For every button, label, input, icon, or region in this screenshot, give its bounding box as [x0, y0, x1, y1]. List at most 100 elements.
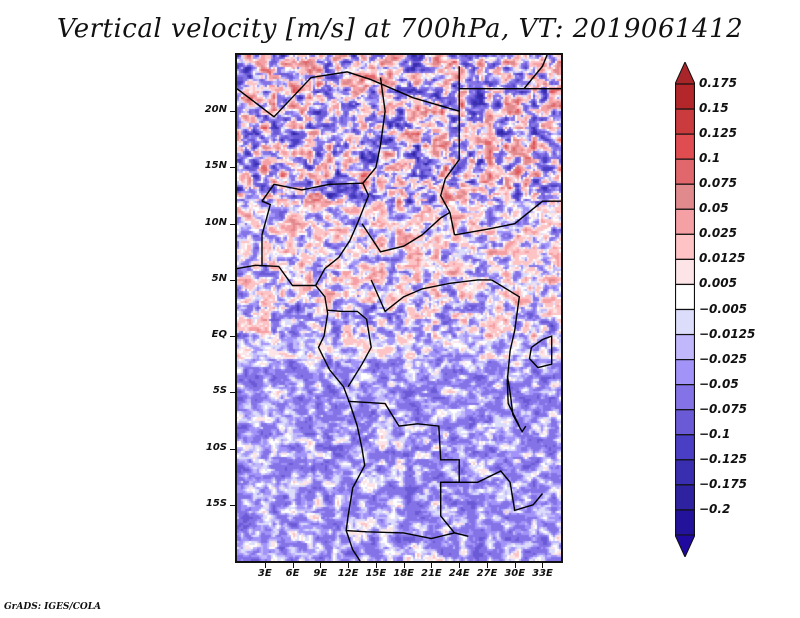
y-tick-mark: [230, 279, 235, 281]
border-niger-chad-border: [362, 77, 386, 196]
x-tick-mark: [431, 563, 433, 568]
colorbar-swatch: [674, 183, 696, 210]
colorbar-swatch: [674, 308, 696, 336]
x-tick-label: 18E: [393, 568, 414, 579]
x-tick-label: 30E: [504, 568, 526, 579]
y-tick-label: EQ: [211, 329, 227, 341]
colorbar-swatch: [674, 258, 696, 286]
colorbar-swatch: [674, 133, 696, 160]
y-tick-mark: [230, 336, 235, 338]
border-south-sudan-border: [454, 200, 561, 236]
colorbar-label: 0.175: [699, 76, 737, 90]
x-tick-label: 15E: [365, 568, 387, 579]
colorbar-label: −0.125: [699, 451, 748, 466]
country-borders: [237, 55, 561, 561]
x-tick-mark: [486, 563, 488, 568]
vertical-velocity-field: [237, 55, 561, 561]
colorbar-legend: 0.175 0.15 0.125 0.1 0.075 0.05 0.025 0.0125 0.0…: [674, 60, 765, 559]
y-tick-mark: [230, 504, 235, 506]
footer-credit: GrADS: IGES/COLA: [4, 602, 102, 612]
y-tick-label: 20N: [204, 104, 227, 116]
y-tick-label: 10S: [205, 441, 227, 453]
colorbar-swatch: [674, 283, 696, 311]
y-tick-label: 5N: [211, 272, 227, 284]
x-tick-label: 12E: [337, 568, 359, 579]
colorbar-swatch: [674, 509, 696, 536]
colorbar-label: 0.125: [699, 126, 737, 141]
border-nigeria-north-border: [261, 182, 363, 202]
x-tick-mark: [542, 563, 544, 568]
y-tick-mark: [230, 111, 235, 113]
x-tick-mark: [459, 563, 461, 568]
map-plot-area: [235, 53, 563, 563]
colorbar-bottom-arrow: [674, 534, 696, 559]
x-tick-mark: [264, 563, 266, 568]
colorbar-label: −0.175: [699, 476, 748, 491]
x-tick-label: 9E: [313, 568, 328, 579]
border-lake-tanganyika: [506, 375, 527, 434]
colorbar-swatch: [674, 158, 696, 185]
colorbar-top-arrow: [674, 60, 696, 85]
border-car-congo-border: [370, 279, 492, 313]
colorbar-swatch: [674, 434, 696, 461]
y-tick-mark: [230, 223, 235, 225]
colorbar-label: 0.005: [699, 276, 737, 291]
colorbar-swatch: [674, 333, 696, 361]
x-tick-label: 21E: [421, 568, 442, 579]
y-tick-label: 15N: [204, 160, 227, 172]
colorbar-label: −0.025: [699, 351, 748, 366]
colorbar-label: 0.05: [699, 201, 729, 216]
colorbar-swatch: [674, 484, 696, 511]
border-nigeria-cameroon-border: [315, 195, 370, 286]
colorbar-swatch: [674, 384, 696, 411]
chart-title: Vertical velocity [m/s] at 700hPa, VT: 2…: [56, 14, 744, 44]
border-west-africa-coast: [237, 264, 366, 561]
colorbar-label: −0.075: [699, 401, 748, 416]
y-tick-mark: [230, 167, 235, 169]
x-tick-label: 33E: [532, 568, 553, 579]
colorbar-label: 0.15: [699, 101, 729, 116]
x-tick-label: 24E: [448, 568, 470, 579]
colorbar-label: 0.075: [699, 176, 737, 191]
x-tick-mark: [514, 563, 516, 568]
y-tick-mark: [230, 392, 235, 394]
x-tick-mark: [348, 563, 350, 568]
colorbar-label: −0.005: [699, 301, 748, 316]
border-nile-line: [523, 55, 548, 90]
x-tick-mark: [320, 563, 322, 568]
colorbar-swatch: [674, 83, 696, 110]
colorbar-swatch: [674, 208, 696, 235]
colorbar-swatch: [674, 233, 696, 260]
border-libya-niger-border: [237, 71, 460, 118]
x-tick-label: 6E: [285, 568, 300, 579]
y-tick-label: 15S: [205, 497, 227, 509]
colorbar-label: −0.0125: [699, 326, 756, 341]
border-angola-namibia-border: [346, 529, 469, 540]
x-tick-mark: [375, 563, 377, 568]
border-drc-uganda-border: [491, 279, 521, 427]
colorbar-swatch: [674, 459, 696, 486]
border-gabon-congo-border: [327, 309, 372, 388]
colorbar-swatch: [674, 108, 696, 135]
border-benin-border: [261, 200, 272, 266]
colorbar-swatches: [674, 60, 696, 559]
x-tick-mark: [403, 563, 405, 568]
x-tick-label: 3E: [257, 568, 272, 579]
border-sudan-west-border: [439, 66, 460, 236]
border-zambia-border: [440, 470, 544, 512]
colorbar-label: 0.0125: [699, 251, 746, 266]
border-chad-car-border: [361, 211, 451, 253]
border-angola-drc-border: [348, 400, 460, 534]
colorbar-swatch: [674, 409, 696, 436]
colorbar-label: 0.025: [699, 226, 737, 241]
colorbar-label: −0.05: [699, 376, 739, 391]
colorbar-swatch: [674, 359, 696, 386]
x-tick-label: 27E: [476, 568, 498, 579]
y-tick-mark: [230, 448, 235, 450]
x-tick-mark: [292, 563, 294, 568]
colorbar-label: −0.2: [699, 501, 731, 516]
y-tick-label: 5S: [212, 385, 227, 397]
y-tick-label: 10N: [204, 216, 227, 228]
colorbar-label: −0.1: [699, 426, 731, 441]
colorbar-label: 0.1: [699, 151, 721, 166]
